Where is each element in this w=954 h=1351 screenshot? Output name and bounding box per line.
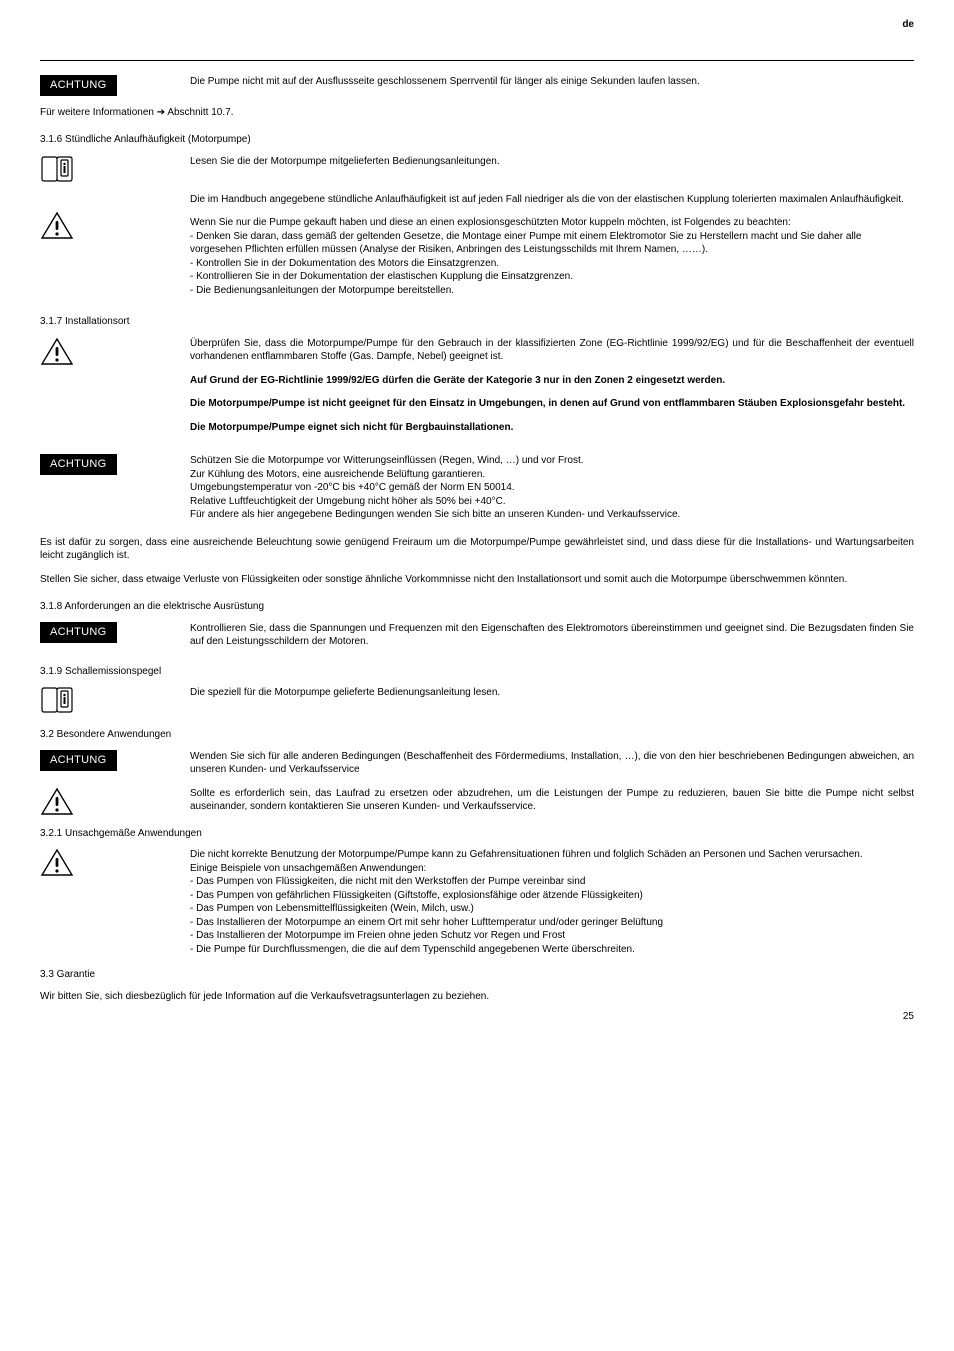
warn-row-32: Sollte es erforderlich sein, das Laufrad… — [40, 787, 914, 817]
section-321-title: 3.2.1 Unsachgemäße Anwendungen — [40, 827, 914, 841]
s317-a1: Schützen Sie die Motorpumpe vor Witterun… — [190, 454, 914, 468]
s316-p3: Wenn Sie nur die Pumpe gekauft haben und… — [190, 216, 914, 230]
s319-p1: Die speziell für die Motorpumpe geliefer… — [190, 686, 914, 700]
s321-b4: Das Installieren der Motorpumpe an einem… — [190, 916, 914, 930]
s317-a3: Umgebungstemperatur von -20°C bis +40°C … — [190, 481, 914, 495]
s317-b2: Die Motorpumpe/Pumpe ist nicht geeignet … — [190, 397, 914, 411]
s321-b2: Das Pumpen von gefährlichen Flüssigkeite… — [190, 889, 914, 903]
achtung-badge: ACHTUNG — [40, 75, 117, 96]
s317-p3: Stellen Sie sicher, dass etwaige Verlust… — [40, 573, 914, 587]
s321-b3: Das Pumpen von Lebensmittelflüssigkeiten… — [190, 902, 914, 916]
warning-triangle-icon — [40, 787, 74, 817]
warning-row-top: ACHTUNG Die Pumpe nicht mit auf der Ausf… — [40, 75, 914, 96]
s321-b1: Das Pumpen von Flüssigkeiten, die nicht … — [190, 875, 914, 889]
info-row-319: Die speziell für die Motorpumpe geliefer… — [40, 686, 914, 714]
achtung-badge: ACHTUNG — [40, 622, 117, 643]
s321-list: Das Pumpen von Flüssigkeiten, die nicht … — [190, 875, 914, 956]
s317-a2: Zur Kühlung des Motors, eine ausreichend… — [190, 468, 914, 482]
s32-p1: Wenden Sie sich für alle anderen Bedingu… — [190, 750, 914, 777]
achtung-badge: ACHTUNG — [40, 750, 117, 771]
manual-info-icon — [40, 686, 74, 714]
section-33-title: 3.3 Garantie — [40, 968, 914, 982]
section-319-title: 3.1.9 Schallemissionspegel — [40, 665, 914, 679]
s316-b2: Kontrollen Sie in der Dokumentation des … — [190, 257, 914, 271]
s317-a5: Für andere als hier angegebene Bedingung… — [190, 508, 914, 522]
lang-indicator: de — [902, 18, 914, 32]
s317-p2: Es ist dafür zu sorgen, dass eine ausrei… — [40, 536, 914, 563]
section-316-title: 3.1.6 Stündliche Anlaufhäufigkeit (Motor… — [40, 133, 914, 147]
achtung-row-317: ACHTUNG Schützen Sie die Motorpumpe vor … — [40, 454, 914, 522]
s33-p1: Wir bitten Sie, sich diesbezüglich für j… — [40, 990, 914, 1004]
s321-p2: Einige Beispiele von unsachgemäßen Anwen… — [190, 862, 914, 876]
warn-row-317: Überprüfen Sie, dass die Motorpumpe/Pump… — [40, 337, 914, 445]
s317-a4: Relative Luftfeuchtigkeit der Umgebung n… — [190, 495, 914, 509]
warning-triangle-icon — [40, 337, 74, 367]
s321-p1: Die nicht korrekte Benutzung der Motorpu… — [190, 848, 914, 862]
achtung-row-318: ACHTUNG Kontrollieren Sie, dass die Span… — [40, 622, 914, 649]
section-318-title: 3.1.8 Anforderungen an die elektrische A… — [40, 600, 914, 614]
warning-text: Die Pumpe nicht mit auf der Ausflussseit… — [190, 75, 914, 89]
s317-b3: Die Motorpumpe/Pumpe eignet sich nicht f… — [190, 421, 914, 435]
warn-row-316: Die im Handbuch angegebene stündliche An… — [40, 193, 914, 298]
s318-p1: Kontrollieren Sie, dass die Spannungen u… — [190, 622, 914, 649]
s316-p1: Lesen Sie die der Motorpumpe mitgeliefer… — [190, 155, 914, 169]
achtung-row-32: ACHTUNG Wenden Sie sich für alle anderen… — [40, 750, 914, 777]
s316-list: Denken Sie daran, dass gemäß der geltend… — [190, 230, 914, 298]
more-info: Für weitere Informationen ➔ Abschnitt 10… — [40, 106, 914, 120]
top-rule — [40, 60, 914, 61]
warning-triangle-icon — [40, 848, 74, 878]
s32-p2: Sollte es erforderlich sein, das Laufrad… — [190, 787, 914, 814]
achtung-badge: ACHTUNG — [40, 454, 117, 475]
page-number: 25 — [903, 1010, 914, 1024]
s316-p2: Die im Handbuch angegebene stündliche An… — [190, 193, 914, 207]
s317-p1: Überprüfen Sie, dass die Motorpumpe/Pump… — [190, 337, 914, 364]
s316-b4: Die Bedienungsanleitungen der Motorpumpe… — [190, 284, 914, 298]
s316-b3: Kontrollieren Sie in der Dokumentation d… — [190, 270, 914, 284]
s321-b5: Das Installieren der Motorpumpe im Freie… — [190, 929, 914, 943]
manual-info-icon — [40, 155, 74, 183]
info-row-316: Lesen Sie die der Motorpumpe mitgeliefer… — [40, 155, 914, 183]
warn-row-321: Die nicht korrekte Benutzung der Motorpu… — [40, 848, 914, 956]
warning-triangle-icon — [40, 211, 74, 241]
s316-b1: Denken Sie daran, dass gemäß der geltend… — [190, 230, 914, 257]
section-32-title: 3.2 Besondere Anwendungen — [40, 728, 914, 742]
section-317-title: 3.1.7 Installationsort — [40, 315, 914, 329]
s317-b1: Auf Grund der EG-Richtlinie 1999/92/EG d… — [190, 374, 914, 388]
s321-b6: Die Pumpe für Durchflussmengen, die die … — [190, 943, 914, 957]
